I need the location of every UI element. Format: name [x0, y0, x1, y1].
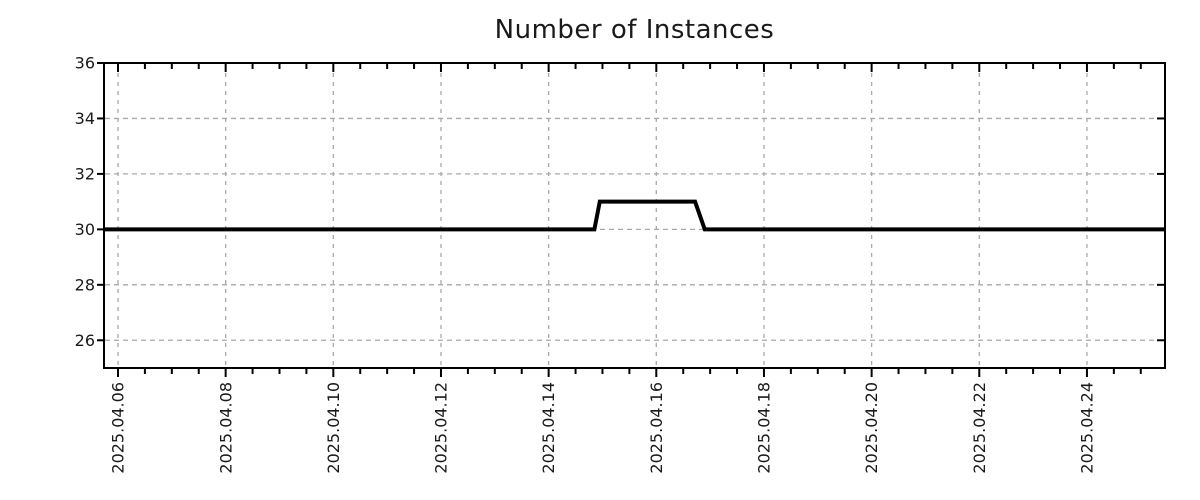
x-tick-label: 2025.04.20 [862, 382, 881, 474]
x-tick-label: 2025.04.22 [970, 382, 989, 474]
y-tick-label: 36 [75, 54, 95, 73]
y-tick-label: 30 [75, 220, 95, 239]
x-tick-label: 2025.04.18 [755, 382, 774, 474]
x-tick-label: 2025.04.10 [324, 382, 343, 474]
plot-border [103, 62, 1166, 369]
x-tick-label: 2025.04.06 [109, 382, 128, 474]
chart-title: Number of Instances [494, 15, 775, 45]
x-tick-label: 2025.04.14 [539, 382, 558, 474]
x-tick-label: 2025.04.16 [647, 382, 666, 474]
x-tick-label: 2025.04.08 [216, 382, 235, 474]
series-line-instances [104, 199, 1165, 232]
y-tick-label: 32 [75, 164, 95, 183]
x-tick-label: 2025.04.12 [432, 382, 451, 474]
y-tick-label: 34 [75, 109, 95, 128]
y-tick-label: 28 [75, 275, 95, 294]
x-tick-label: 2025.04.24 [1078, 382, 1097, 474]
y-tick-label: 26 [75, 331, 95, 350]
